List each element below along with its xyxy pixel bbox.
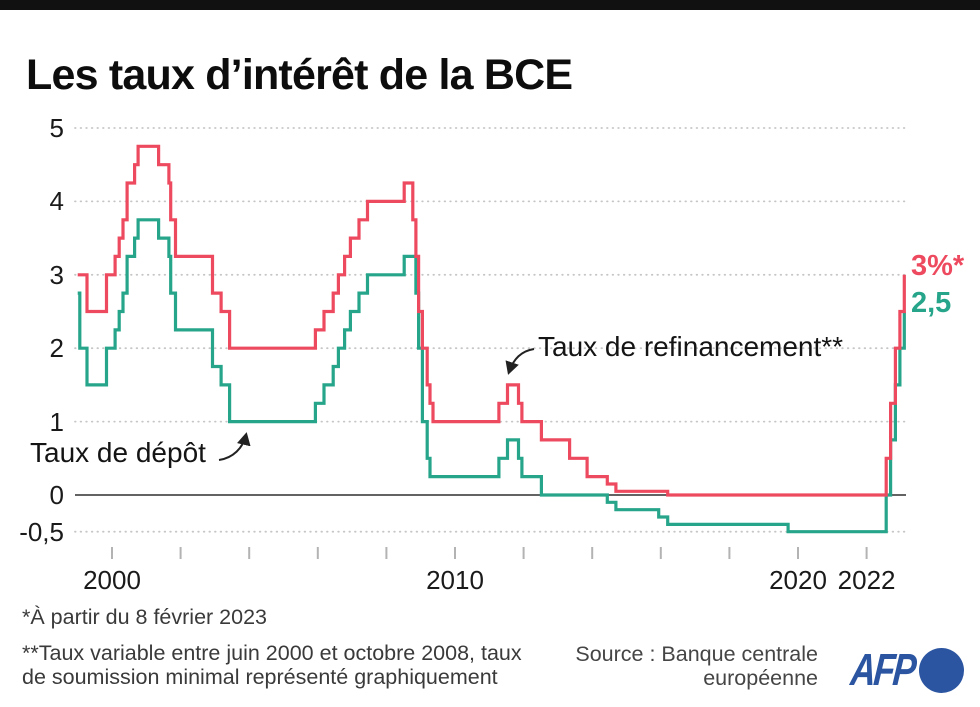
y-axis-label-3: 3 — [49, 259, 64, 290]
footnote-asterisk: *À partir du 8 février 2023 — [22, 605, 267, 629]
series-line-refinancement — [77, 144, 906, 497]
label-taux-de-depot: Taux de dépôt — [30, 437, 206, 468]
afp-logo-text: AFP — [848, 644, 917, 695]
series-paths — [77, 144, 906, 534]
x-axis-label-2010: 2010 — [426, 565, 484, 595]
refi-arrow — [505, 348, 535, 375]
x-axis-label-2000: 2000 — [83, 565, 141, 595]
end-value-refinancement: 3%* — [911, 250, 965, 282]
series-line-depot — [77, 218, 906, 534]
top-black-bar — [0, 0, 980, 10]
source-line1: Source : Banque centrale — [575, 642, 818, 666]
page-title: Les taux d’intérêt de la BCE — [26, 50, 573, 99]
y-axis-label-2: 2 — [49, 333, 64, 364]
y-axis-label--0,5: -0,5 — [19, 516, 64, 547]
label-taux-de-refinancement: Taux de refinancement** — [538, 331, 844, 362]
y-axis-label-5: 5 — [49, 113, 64, 143]
x-axis-label-2022: 2022 — [837, 565, 896, 595]
x-axis-label-2020: 2020 — [769, 565, 827, 595]
y-axis-label-0: 0 — [49, 480, 64, 510]
y-axis-label-1: 1 — [49, 406, 64, 437]
footnote-double-asterisk: **Taux variable entre juin 2000 et octob… — [22, 641, 522, 689]
source-line2: européenne — [703, 666, 818, 690]
source-credit: Source : Banque centrale européenne — [575, 642, 818, 690]
afp-logo: AFP — [833, 644, 964, 695]
annotation-arrows — [218, 348, 535, 461]
x-axis-ticks — [111, 547, 868, 559]
end-value-depot: 2,5 — [911, 287, 952, 319]
afp-logo-circle-icon — [919, 647, 964, 693]
y-axis-label-4: 4 — [49, 186, 64, 217]
depot-arrow — [218, 432, 251, 461]
